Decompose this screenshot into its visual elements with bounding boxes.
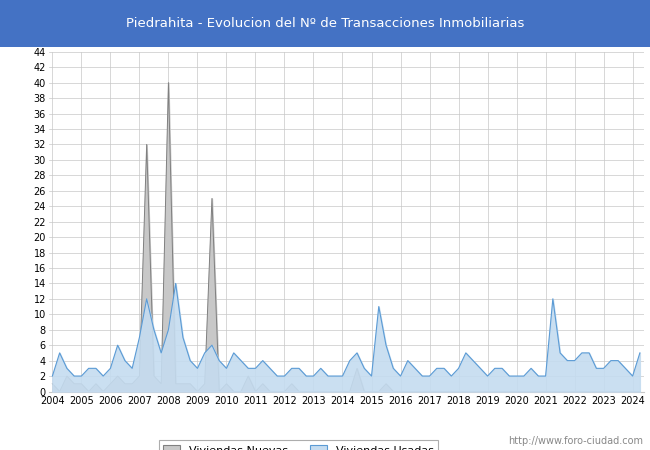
Text: http://www.foro-ciudad.com: http://www.foro-ciudad.com: [508, 436, 644, 446]
Legend: Viviendas Nuevas, Viviendas Usadas: Viviendas Nuevas, Viviendas Usadas: [159, 441, 438, 450]
Text: Piedrahita - Evolucion del Nº de Transacciones Inmobiliarias: Piedrahita - Evolucion del Nº de Transac…: [126, 17, 524, 30]
